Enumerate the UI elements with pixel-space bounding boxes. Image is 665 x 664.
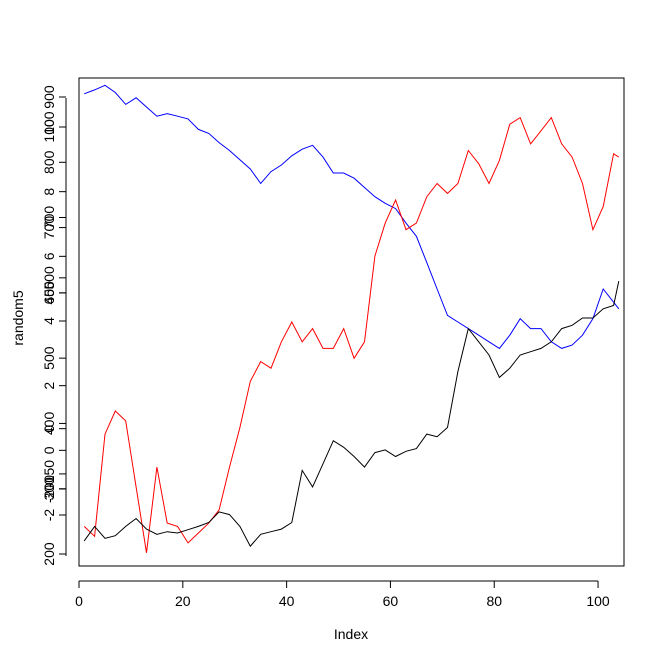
y-tick-label: 1000 [41, 111, 57, 142]
series-line-3 [83, 280, 620, 548]
plot-frame [78, 77, 625, 567]
y-tick-label: 0 [41, 446, 57, 454]
y-tick-label: 800 [41, 150, 57, 174]
y-tick-label: -2 [41, 509, 57, 522]
y-tick-label: 600 [41, 281, 57, 305]
y-tick-label: -150 [41, 460, 57, 488]
series-line-1 [84, 84, 620, 350]
y-tick-label: 10 [41, 119, 57, 135]
y-tick-label: 6 [41, 252, 57, 260]
y-tick-label: 450 [41, 281, 57, 305]
x-tick-label: 60 [383, 593, 399, 609]
y-tick-label: 200 [41, 542, 57, 566]
x-axis-title: Index [334, 626, 368, 642]
y-tick-label: 300 [41, 477, 57, 501]
x-tick-label: 0 [75, 593, 83, 609]
y-tick-label: 2 [41, 382, 57, 390]
y-tick-label: 500 [41, 266, 57, 290]
x-tick-label: 100 [586, 593, 610, 609]
y-tick-label: 700 [41, 216, 57, 240]
x-axis: 0 20 40 60 80 100 [75, 580, 610, 609]
y-tick-label: 4 [41, 317, 57, 325]
y-axis-title: random5 [10, 290, 26, 345]
y-tick-label: 500 [41, 346, 57, 370]
y-tick-label: -200 [41, 475, 57, 503]
x-tick-label: 40 [279, 593, 295, 609]
series-line-2 [83, 116, 620, 553]
y-tick-label: 900 [41, 85, 57, 109]
x-tick-label: 20 [175, 593, 191, 609]
series-layer [83, 84, 620, 553]
y-tick-label: 700 [41, 206, 57, 230]
y-axis: 200300400500600700800900-20246810-200-15… [41, 85, 67, 566]
x-tick-label: 80 [486, 593, 502, 609]
y-tick-label: 8 [41, 188, 57, 196]
y-tick-label: 0 [41, 425, 57, 433]
y-tick-label: 400 [41, 412, 57, 436]
